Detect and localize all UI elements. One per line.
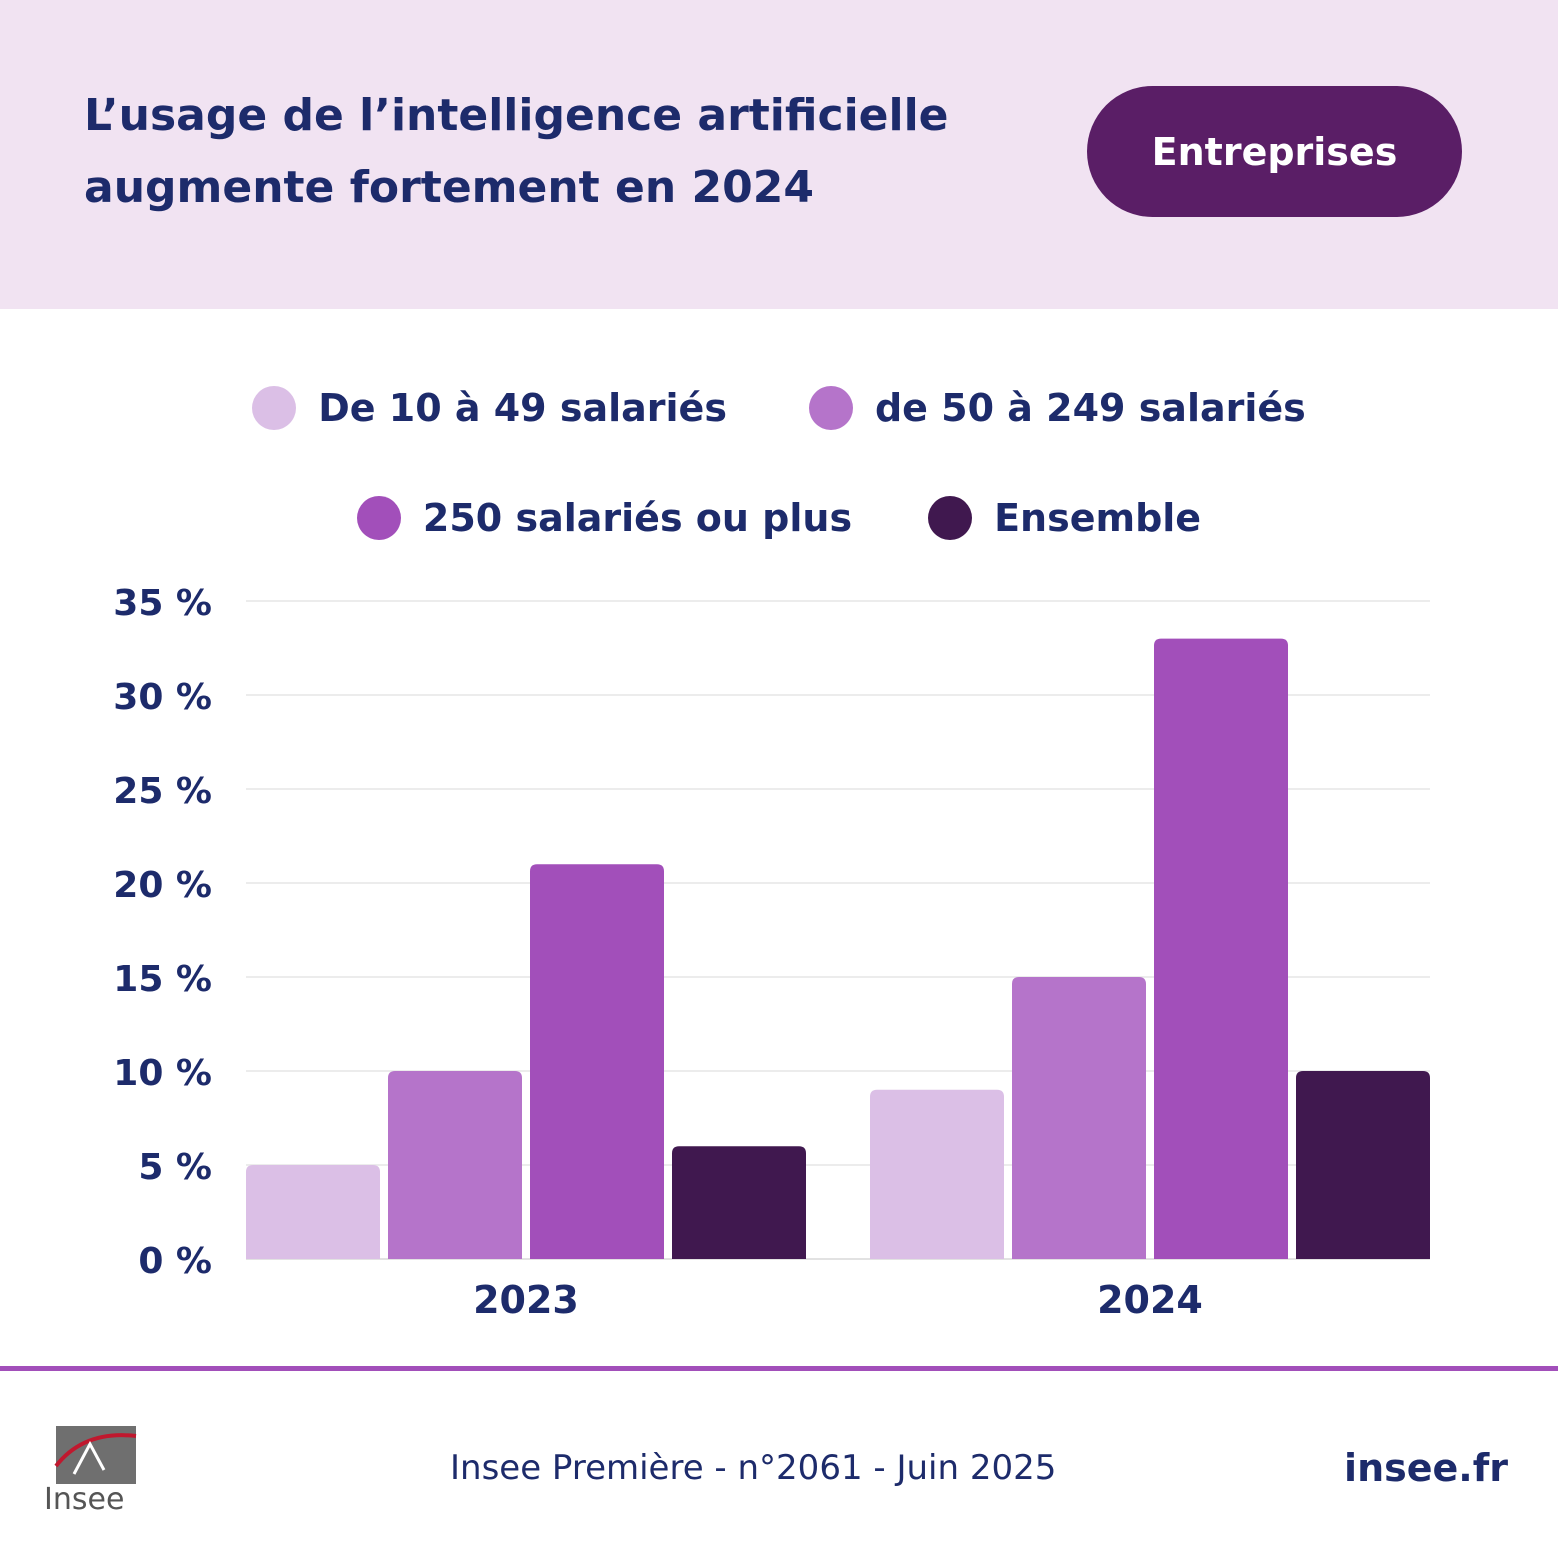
y-tick-label: 15 % (113, 959, 212, 1000)
footer-divider (0, 1366, 1558, 1371)
legend-item: 250 salariés ou plus (356, 496, 853, 540)
y-tick-label: 0 % (138, 1241, 212, 1282)
legend-row-2: 250 salariés ou plus Ensemble (0, 496, 1558, 540)
bar (870, 1089, 1004, 1259)
category-badge: Entreprises (1087, 86, 1462, 217)
header-banner: L’usage de l’intelligence artificielle a… (0, 0, 1558, 309)
bar (1296, 1071, 1430, 1259)
legend-label: de 50 à 249 salariés (874, 386, 1306, 430)
y-tick-label: 20 % (113, 865, 212, 906)
legend-swatch-icon (808, 386, 853, 430)
legend-item: de 50 à 249 salariés (808, 386, 1306, 430)
legend-swatch-icon (928, 496, 973, 540)
legend-label: 250 salariés ou plus (422, 496, 853, 540)
bar (672, 1146, 806, 1259)
bar (530, 864, 664, 1259)
logo-wordmark: Insee (44, 1482, 125, 1517)
legend-swatch-icon (356, 496, 401, 540)
y-tick-label: 10 % (113, 1053, 212, 1094)
bar (388, 1071, 522, 1259)
legend-label: Ensemble (994, 496, 1202, 540)
bar-chart: 0 % 5 % 10 % 15 % 20 % 25 % 30 % 35 % 2023 2024 (113, 583, 1430, 1322)
legend-row-1: De 10 à 49 salariés de 50 à 249 salariés (0, 386, 1558, 430)
legend-item: Ensemble (928, 496, 1201, 540)
legend-label: De 10 à 49 salariés (318, 386, 727, 430)
website-link[interactable]: insee.fr (1344, 1446, 1508, 1490)
legend-item: De 10 à 49 salariés (252, 386, 727, 430)
y-tick-label: 30 % (113, 677, 212, 718)
source-citation: Insee Première - n°2061 - Juin 2025 (450, 1448, 1057, 1488)
title-line-1: L’usage de l’intelligence artificielle (84, 90, 949, 141)
insee-logo-icon (54, 1426, 137, 1484)
legend-swatch-icon (252, 386, 297, 430)
x-category-label: 2023 (473, 1278, 579, 1322)
y-tick-label: 35 % (113, 583, 212, 624)
bar (246, 1165, 380, 1259)
bar (1012, 977, 1146, 1259)
y-tick-label: 5 % (138, 1147, 212, 1188)
y-tick-label: 25 % (113, 771, 212, 812)
x-category-label: 2024 (1097, 1278, 1203, 1322)
bar (1154, 638, 1288, 1259)
page-title: L’usage de l’intelligence artificielle a… (84, 80, 1044, 224)
title-line-2: augmente fortement en 2024 (84, 162, 814, 213)
insee-logo: Insee (44, 1426, 144, 1520)
